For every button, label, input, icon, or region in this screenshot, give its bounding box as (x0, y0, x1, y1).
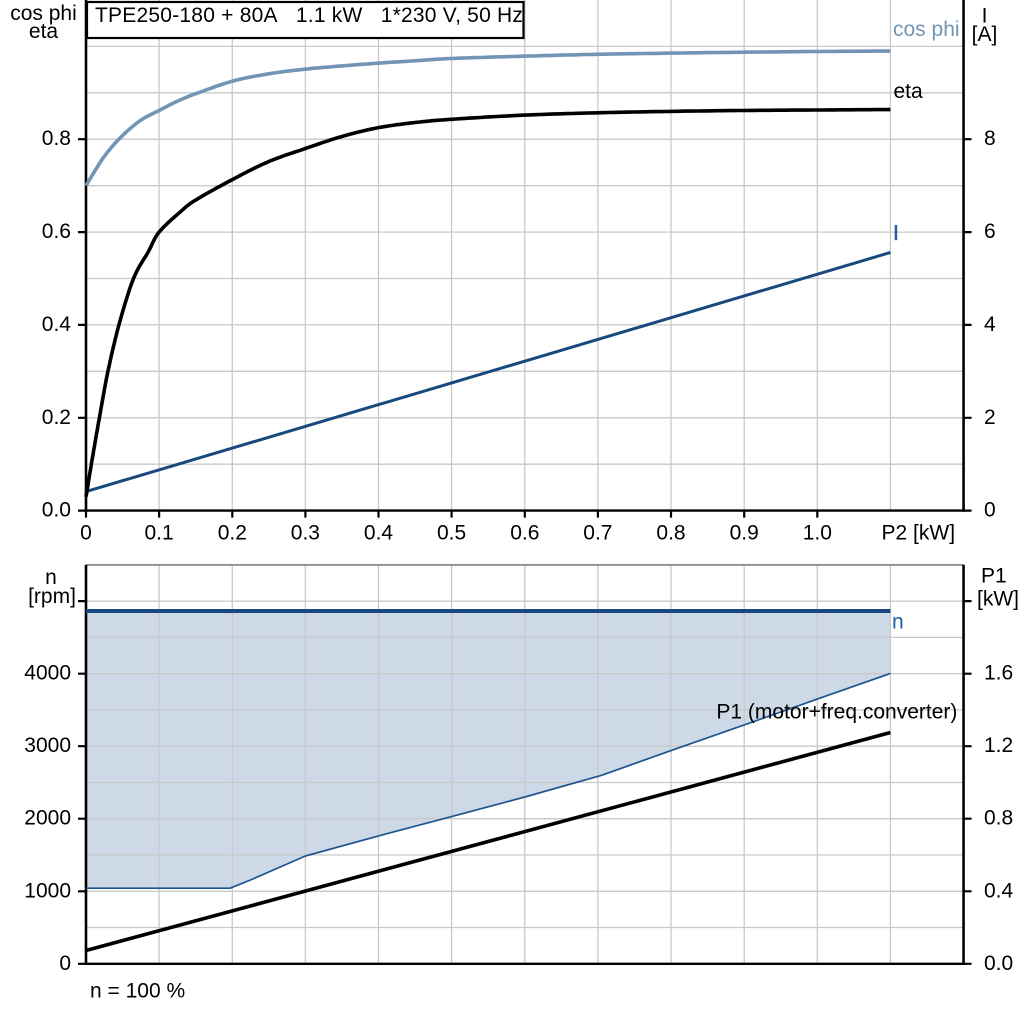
svg-text:n: n (45, 566, 57, 589)
svg-text:n = 100 %: n = 100 % (90, 980, 185, 1003)
svg-text:P1 (motor+freq.converter): P1 (motor+freq.converter) (716, 701, 957, 724)
svg-text:0: 0 (59, 952, 71, 975)
svg-text:0.7: 0.7 (583, 522, 612, 545)
svg-text:0.8: 0.8 (656, 522, 685, 545)
svg-text:1.2: 1.2 (984, 734, 1013, 757)
svg-text:0.1: 0.1 (144, 522, 173, 545)
svg-text:0.9: 0.9 (730, 522, 759, 545)
svg-text:0: 0 (80, 522, 92, 545)
svg-text:[kW]: [kW] (977, 588, 1019, 611)
svg-text:[A]: [A] (972, 23, 998, 46)
svg-text:eta: eta (29, 20, 59, 43)
svg-text:4000: 4000 (24, 662, 71, 685)
svg-text:0.0: 0.0 (42, 499, 71, 522)
svg-text:1.0: 1.0 (803, 522, 832, 545)
svg-text:0.8: 0.8 (984, 807, 1013, 830)
svg-text:0.5: 0.5 (437, 522, 466, 545)
svg-text:0: 0 (984, 499, 996, 522)
svg-text:4: 4 (984, 313, 996, 336)
svg-text:0.2: 0.2 (42, 406, 71, 429)
svg-text:2: 2 (984, 406, 996, 429)
svg-text:cos phi: cos phi (893, 18, 960, 41)
svg-text:0.4: 0.4 (984, 879, 1014, 902)
svg-text:0.3: 0.3 (291, 522, 320, 545)
svg-text:0.6: 0.6 (510, 522, 539, 545)
svg-text:2000: 2000 (24, 807, 71, 830)
svg-text:cos phi: cos phi (10, 2, 77, 25)
svg-text:I: I (982, 5, 988, 28)
svg-text:0.6: 0.6 (42, 220, 71, 243)
svg-text:1000: 1000 (24, 879, 71, 902)
svg-text:3000: 3000 (24, 734, 71, 757)
svg-text:8: 8 (984, 127, 996, 150)
svg-text:0.4: 0.4 (42, 313, 72, 336)
svg-text:0.4: 0.4 (364, 522, 394, 545)
svg-text:P2 [kW]: P2 [kW] (882, 522, 956, 545)
svg-text:6: 6 (984, 220, 996, 243)
svg-text:0.2: 0.2 (218, 522, 247, 545)
svg-text:TPE250-180 + 80A 1.1 kW 1*: TPE250-180 + 80A 1.1 kW 1*230 V, 50 Hz (95, 4, 523, 27)
svg-text:[rpm]: [rpm] (28, 585, 76, 608)
svg-text:0.8: 0.8 (42, 127, 71, 150)
svg-text:P1: P1 (981, 565, 1007, 588)
svg-text:eta: eta (894, 80, 924, 103)
svg-text:0.0: 0.0 (984, 952, 1013, 975)
svg-text:1.6: 1.6 (984, 662, 1013, 685)
svg-text:n: n (892, 611, 904, 634)
